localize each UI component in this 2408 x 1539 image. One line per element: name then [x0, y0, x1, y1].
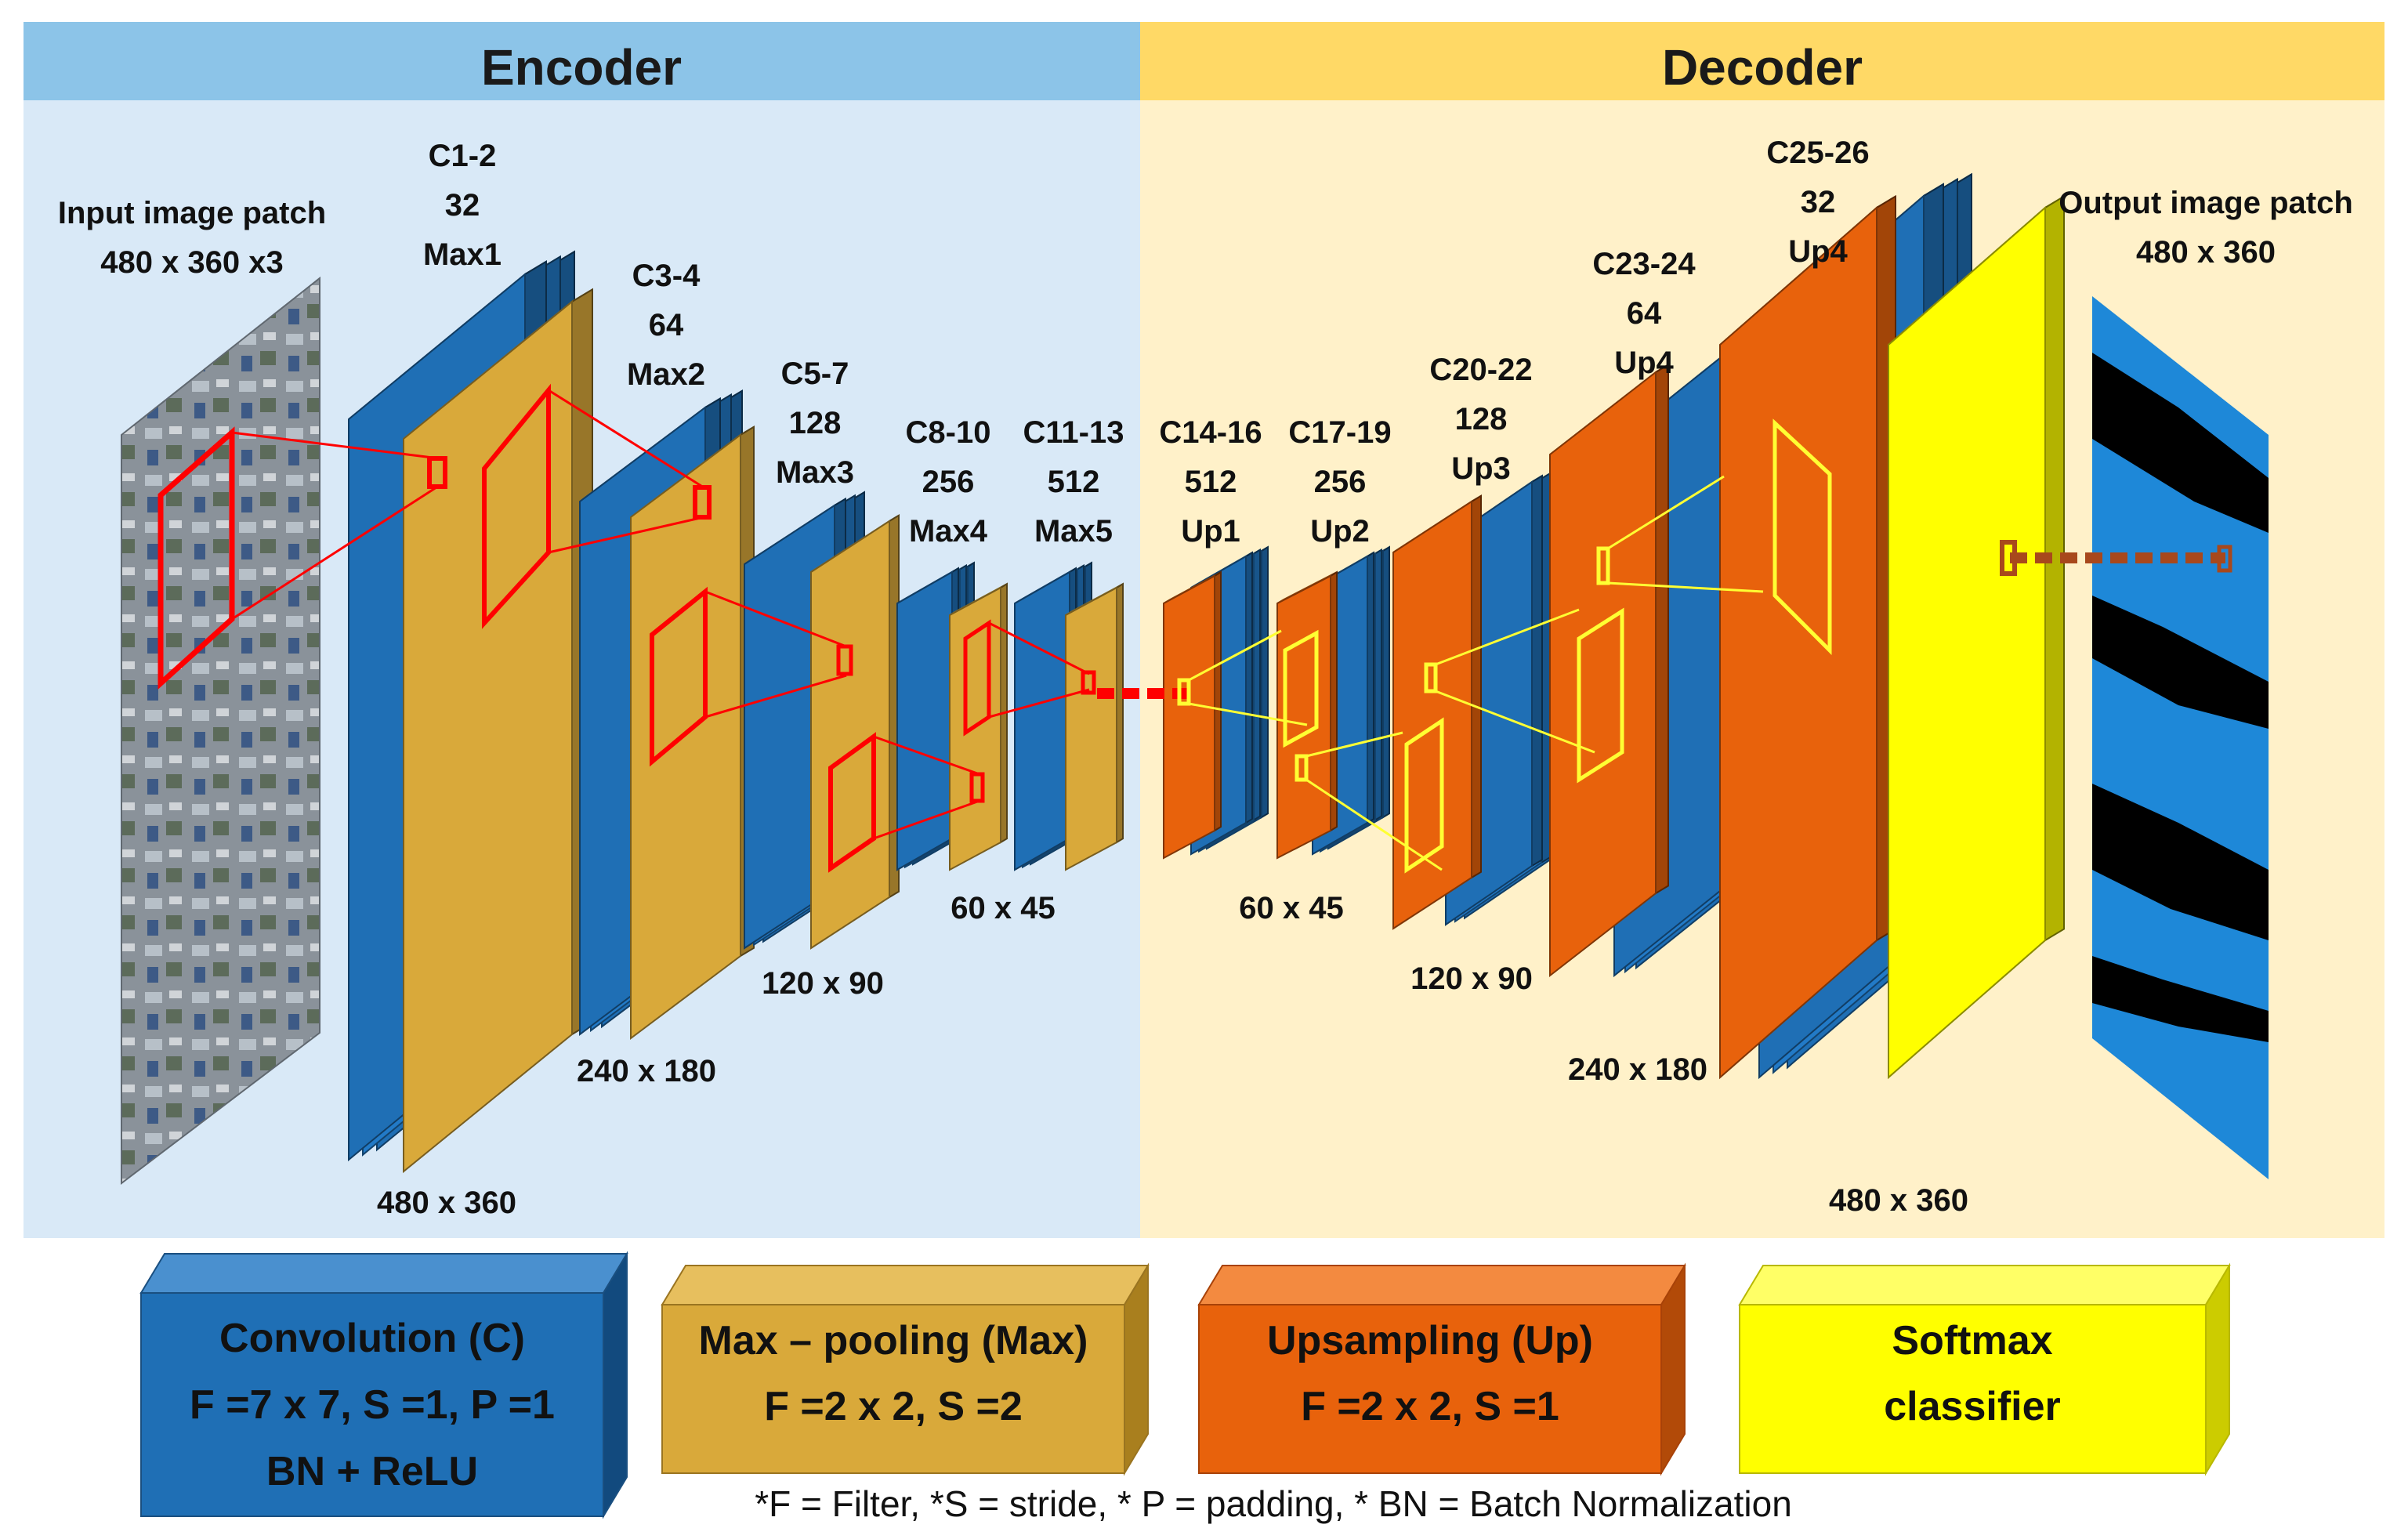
decoder-header: Decoder	[1662, 39, 1863, 96]
output-segmentation-mask	[2092, 353, 2269, 1042]
softmax-0-face	[1888, 205, 2046, 1080]
dec2-conv-1-side	[1374, 548, 1382, 822]
dec5-up-0-face	[1719, 205, 1878, 1080]
dec3-name: C20-22	[1429, 353, 1532, 387]
legend-conv-title: Convolution (C)	[219, 1316, 525, 1361]
dec2-up-0-side	[1330, 570, 1338, 832]
enc1-op: Max1	[423, 237, 502, 272]
enc2-size: 240 x 180	[577, 1054, 716, 1088]
legend-upsample-params: F =2 x 2, S =1	[1301, 1384, 1559, 1429]
encoder-links	[231, 383, 1096, 873]
enc2-pool-0-face	[630, 433, 741, 1040]
enc2-op: Max2	[627, 357, 705, 392]
legend-upsample-title: Upsampling (Up)	[1267, 1318, 1593, 1363]
dec2-name: C17-19	[1288, 415, 1391, 450]
dec1-conv-0-side	[1245, 551, 1253, 824]
dec4-up-0-side	[1655, 363, 1669, 895]
enc4-size: 60 x 45	[951, 891, 1055, 925]
enc1-pool-0-face	[403, 299, 573, 1174]
dec4-name: C23-24	[1592, 247, 1696, 281]
dec2-op: Up2	[1310, 514, 1370, 549]
enc3-name: C5-7	[781, 357, 849, 391]
enc4-name: C8-10	[906, 415, 991, 450]
dec1-name: C14-16	[1159, 415, 1262, 450]
encoder-header-bar	[24, 22, 1140, 100]
dec5-name: C25-26	[1766, 136, 1869, 170]
dec1-op: Up1	[1181, 514, 1240, 549]
enc3-op: Max3	[776, 455, 854, 490]
dec4-up-0-face	[1549, 370, 1657, 978]
enc4-channels: 256	[922, 465, 975, 499]
dec5-channels: 32	[1801, 185, 1836, 219]
dec1-up-0-face	[1163, 574, 1215, 860]
dec2-channels: 256	[1314, 465, 1367, 499]
output-link-end	[2217, 545, 2232, 573]
dec3-conv-0-side	[1531, 474, 1543, 867]
legend-conv-params: F =7 x 7, S =1, P =1	[190, 1382, 555, 1428]
enc2-channels: 64	[649, 308, 684, 342]
output-title: Output image patch	[2059, 186, 2353, 220]
output-size: 480 x 360	[2136, 235, 2276, 270]
dec1-conv-2-side	[1261, 545, 1269, 819]
dec3-up-0-face	[1392, 500, 1472, 930]
legend-softmax: Softmax classifier	[1738, 1262, 2231, 1476]
dec4-size: 240 x 180	[1568, 1052, 1707, 1087]
dec5-size: 480 x 360	[1829, 1183, 1968, 1218]
softmax-0-side	[2044, 194, 2065, 942]
encoder-header: Encoder	[481, 39, 682, 96]
legend-maxpool-title: Max – pooling (Max)	[699, 1318, 1088, 1363]
enc3-channels: 128	[789, 406, 842, 440]
enc1-size: 480 x 360	[377, 1186, 516, 1220]
enc4-op: Max4	[909, 514, 988, 549]
legend-conv: Convolution (C) F =7 x 7, S =1, P =1 BN …	[139, 1251, 628, 1519]
dec4-channels: 64	[1627, 296, 1662, 331]
dec3-op: Up3	[1451, 451, 1511, 486]
enc2-name: C3-4	[632, 259, 701, 293]
output-link-start	[2000, 540, 2017, 576]
enc5-pool-0-face	[1065, 586, 1117, 871]
legend-softmax-title: Softmax	[1892, 1318, 2052, 1363]
enc3-size: 120 x 90	[762, 966, 884, 1001]
enc5-channels: 512	[1048, 465, 1100, 499]
dec2-conv-2-side	[1382, 545, 1390, 819]
enc4-conv-0-face	[896, 570, 953, 871]
legend-maxpool: Max – pooling (Max) F =2 x 2, S =2	[661, 1262, 1150, 1476]
legend-upsample: Upsampling (Up) F =2 x 2, S =1	[1197, 1262, 1686, 1476]
dec1-conv-1-side	[1253, 548, 1261, 822]
dec3-channels: 128	[1455, 402, 1508, 436]
enc5-pool-0-side	[1116, 582, 1124, 844]
legend-maxpool-params: F =2 x 2, S =2	[764, 1384, 1023, 1429]
enc5-conv-0-face	[1014, 570, 1070, 871]
dec3-up-0-side	[1471, 494, 1482, 879]
input-image	[121, 276, 320, 1186]
enc5-op: Max5	[1034, 514, 1113, 549]
enc5-name: C11-13	[1023, 415, 1124, 450]
dec1-up-0-side	[1214, 570, 1222, 832]
dec1-size: 60 x 45	[1239, 891, 1343, 925]
enc1-name: C1-2	[429, 139, 497, 173]
dec2-conv-0-side	[1367, 551, 1374, 824]
footnote: *F = Filter, *S = stride, * P = padding,…	[755, 1483, 1792, 1524]
enc3-pool-0-face	[810, 520, 890, 950]
dec1-channels: 512	[1185, 465, 1237, 499]
legend-softmax-sub: classifier	[1884, 1384, 2061, 1429]
legend-conv-bn: BN + ReLU	[266, 1449, 478, 1494]
decoder-header-bar	[1140, 22, 2384, 100]
enc1-channels: 32	[445, 188, 480, 223]
dec3-size: 120 x 90	[1410, 961, 1533, 996]
dec4-op: Up4	[1614, 346, 1674, 380]
dec5-op: Up4	[1788, 234, 1848, 269]
input-size: 480 x 360 x3	[100, 245, 284, 280]
input-title: Input image patch	[58, 196, 326, 230]
output-image	[2092, 296, 2269, 1179]
decoder-links	[1177, 418, 1832, 874]
